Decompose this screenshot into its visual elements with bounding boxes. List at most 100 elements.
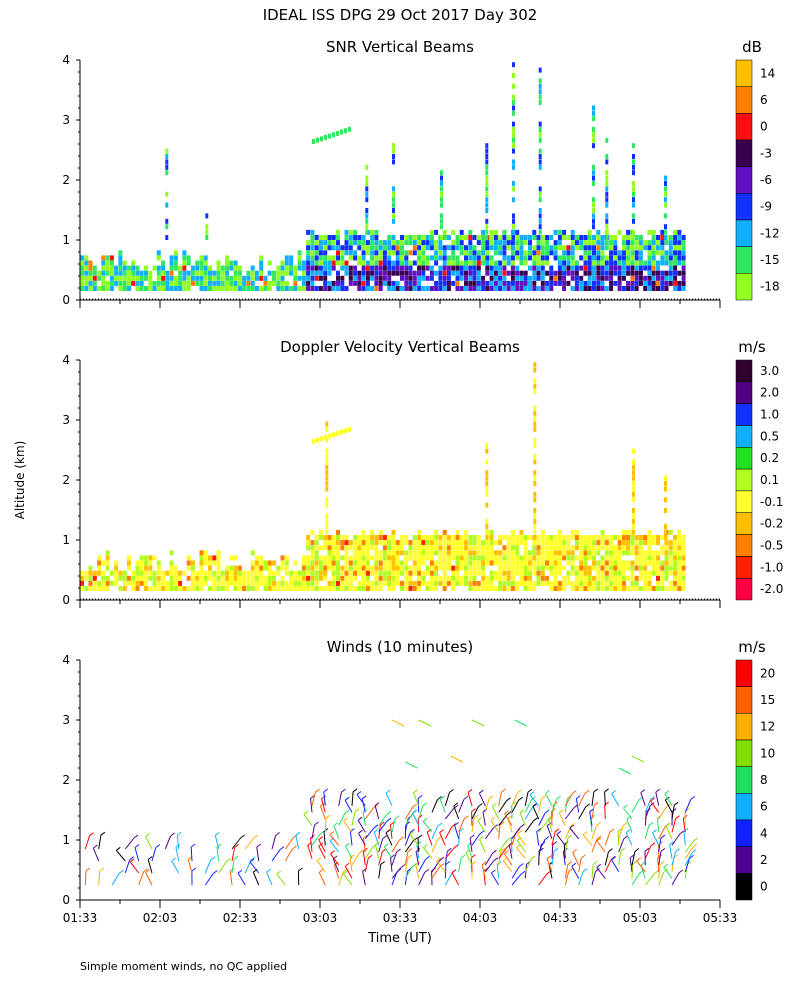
heatmap-cell: [225, 280, 230, 286]
heatmap-cell: [267, 270, 272, 276]
heatmap-cell: [382, 570, 387, 576]
wind-barb: [364, 857, 369, 872]
heatmap-cell: [412, 286, 417, 291]
wind-barb-flag: [471, 861, 477, 865]
heatmap-cell: [297, 265, 302, 271]
wind-barb-flag: [386, 817, 392, 822]
heatmap-cell: [583, 240, 588, 246]
heatmap-cell: [114, 580, 119, 586]
heatmap-cell: [365, 560, 370, 566]
heatmap-cell: [596, 255, 601, 261]
heatmap-cell: [442, 586, 447, 591]
heatmap-cell: [440, 235, 443, 240]
heatmap-cell: [632, 486, 635, 492]
heatmap-cell: [446, 245, 451, 251]
heatmap-cell: [673, 270, 678, 276]
heatmap-cell: [579, 575, 584, 581]
heatmap-cell: [570, 260, 575, 266]
heatmap-cell: [638, 540, 643, 546]
heatmap-cell: [242, 275, 247, 281]
wind-barb-flag: [422, 802, 428, 807]
heatmap-cell: [647, 245, 652, 251]
heatmap-cell: [395, 570, 400, 576]
heatmap-cell: [515, 270, 520, 276]
heatmap-cell: [668, 255, 673, 261]
heatmap-cell: [263, 565, 268, 571]
wind-barb: [636, 860, 646, 873]
heatmap-cell: [557, 545, 562, 551]
heatmap-cell: [489, 255, 494, 261]
heatmap-cell: [549, 550, 554, 556]
wind-barb: [546, 825, 553, 839]
heatmap-cell: [533, 416, 537, 422]
heatmap-cell: [464, 555, 468, 561]
heatmap-cell: [417, 265, 422, 271]
heatmap-cell: [617, 270, 622, 276]
heatmap-cell: [442, 545, 447, 551]
heatmap-cell: [485, 555, 490, 561]
x-tick-label: 05:03: [623, 911, 658, 925]
heatmap-cell: [587, 250, 592, 256]
heatmap-cell: [429, 265, 434, 271]
heatmap-cell: [442, 565, 447, 571]
heatmap-cell: [357, 570, 362, 576]
heatmap-cell: [677, 280, 682, 286]
wind-barb: [330, 853, 340, 866]
heatmap-cell: [310, 240, 315, 246]
heatmap-cell: [361, 570, 366, 576]
heatmap-cell: [400, 250, 404, 256]
heatmap-cell: [451, 250, 456, 256]
heatmap-cell: [536, 286, 541, 291]
heatmap-cell: [314, 545, 319, 551]
heatmap-cell: [327, 265, 332, 271]
heatmap-cell: [340, 540, 345, 546]
heatmap-cell: [267, 280, 272, 286]
wind-barb-flag: [129, 856, 134, 861]
heatmap-cell: [664, 229, 667, 235]
heatmap-cell: [673, 545, 678, 551]
heatmap-cell: [647, 286, 652, 291]
heatmap-cell: [357, 255, 362, 261]
heatmap-cell: [348, 540, 353, 546]
heatmap-cell: [481, 235, 486, 240]
wind-barb: [378, 838, 384, 853]
heatmap-cell: [549, 235, 554, 240]
heatmap-cell: [331, 586, 336, 591]
heatmap-cell: [152, 580, 157, 586]
heatmap-cell: [412, 540, 417, 546]
heatmap-cell: [434, 240, 439, 246]
wind-barb-flag: [382, 835, 388, 839]
heatmap-cell: [451, 586, 456, 591]
heatmap-cell: [387, 245, 392, 251]
wind-barb-flag: [356, 791, 362, 795]
heatmap-cell: [613, 545, 618, 551]
heatmap-cell: [540, 535, 545, 540]
heatmap-cell: [459, 565, 464, 571]
heatmap-cell: [225, 586, 230, 591]
heatmap-cell: [566, 575, 571, 581]
wind-barb-flag: [191, 867, 197, 872]
heatmap-cell: [259, 275, 264, 281]
wind-barb-flag: [358, 829, 363, 834]
heatmap-cell: [660, 545, 665, 551]
heatmap-cell: [634, 575, 639, 581]
heatmap-cell: [336, 229, 340, 235]
heatmap-cell: [408, 555, 413, 561]
heatmap-cell: [161, 265, 166, 271]
heatmap-cell: [632, 218, 635, 224]
wind-barb: [418, 805, 424, 820]
heatmap-cell: [318, 250, 323, 256]
wind-barb-flag: [659, 861, 665, 865]
heatmap-cell: [533, 421, 537, 427]
heatmap-cell: [122, 586, 127, 591]
heatmap-cell: [540, 280, 545, 286]
heatmap-cell: [528, 280, 532, 286]
heatmap-cell: [533, 378, 537, 384]
heatmap-cell: [570, 240, 575, 246]
colorbar-swatch: [735, 359, 753, 383]
heatmap-cell: [459, 275, 464, 281]
heatmap-cell: [357, 245, 362, 251]
heatmap-cell: [332, 432, 335, 438]
heatmap-cell: [626, 265, 631, 271]
heatmap-cell: [451, 265, 456, 271]
